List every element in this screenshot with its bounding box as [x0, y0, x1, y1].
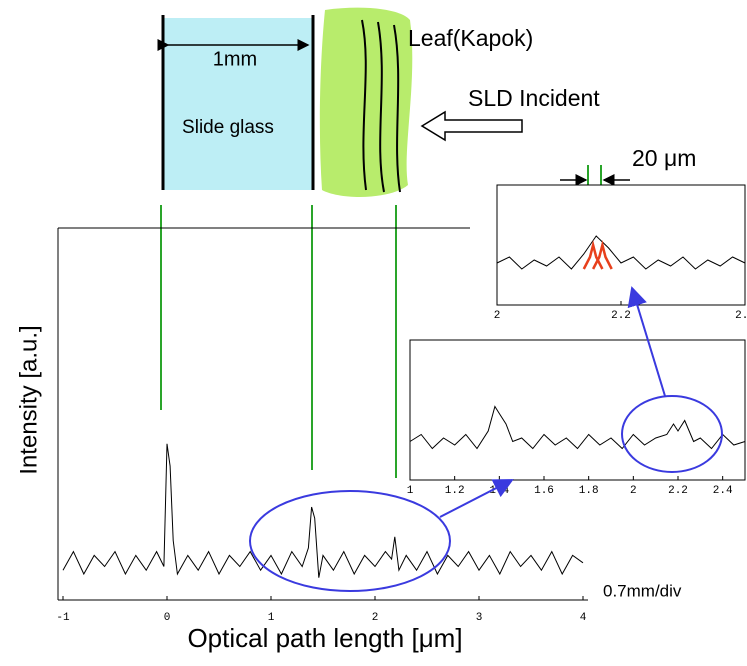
- gap-label: 20 μm: [632, 145, 696, 171]
- zoom-ellipse: [250, 491, 450, 591]
- x-tick-label: 2.4: [713, 485, 733, 497]
- x-tick-label: 1.8: [579, 485, 599, 497]
- x-tick-label: 2: [494, 310, 501, 322]
- x-tick-label: 1.6: [534, 485, 554, 497]
- scale-label: 1mm: [213, 48, 257, 70]
- incident-arrow: [422, 112, 522, 140]
- leaf-label: Leaf(Kapok): [408, 25, 533, 51]
- y-axis-label: Intensity [a.u.]: [15, 325, 42, 474]
- glass-label: Slide glass: [182, 117, 274, 138]
- inset-frame: [497, 185, 745, 305]
- x-tick-label: 3: [476, 612, 483, 624]
- x-axis-label: Optical path length [μm]: [187, 623, 462, 653]
- x-tick-label: 1: [407, 485, 414, 497]
- x-tick-label: 1.2: [445, 485, 465, 497]
- x-tick-label: 2: [630, 485, 637, 497]
- slide-glass: [163, 18, 313, 190]
- figure: 1mm Slide glass Leaf(Kapok) SLD Incident…: [0, 0, 747, 666]
- x-tick-label: 2.4: [735, 310, 747, 322]
- charts: -1 0 1 2 3 4 Optical path length [μm] Intensity…: [15, 185, 747, 653]
- source-label: SLD Incident: [468, 85, 600, 111]
- x-tick-label: -1: [56, 612, 70, 624]
- annotation: 0.7mm/div: [603, 581, 682, 600]
- inset-frame: [410, 340, 745, 480]
- x-tick-label: 0: [164, 612, 171, 624]
- x-tick-label: 2.2: [668, 485, 688, 497]
- x-tick-label: 2.2: [611, 310, 631, 322]
- x-tick-label: 4: [580, 612, 587, 624]
